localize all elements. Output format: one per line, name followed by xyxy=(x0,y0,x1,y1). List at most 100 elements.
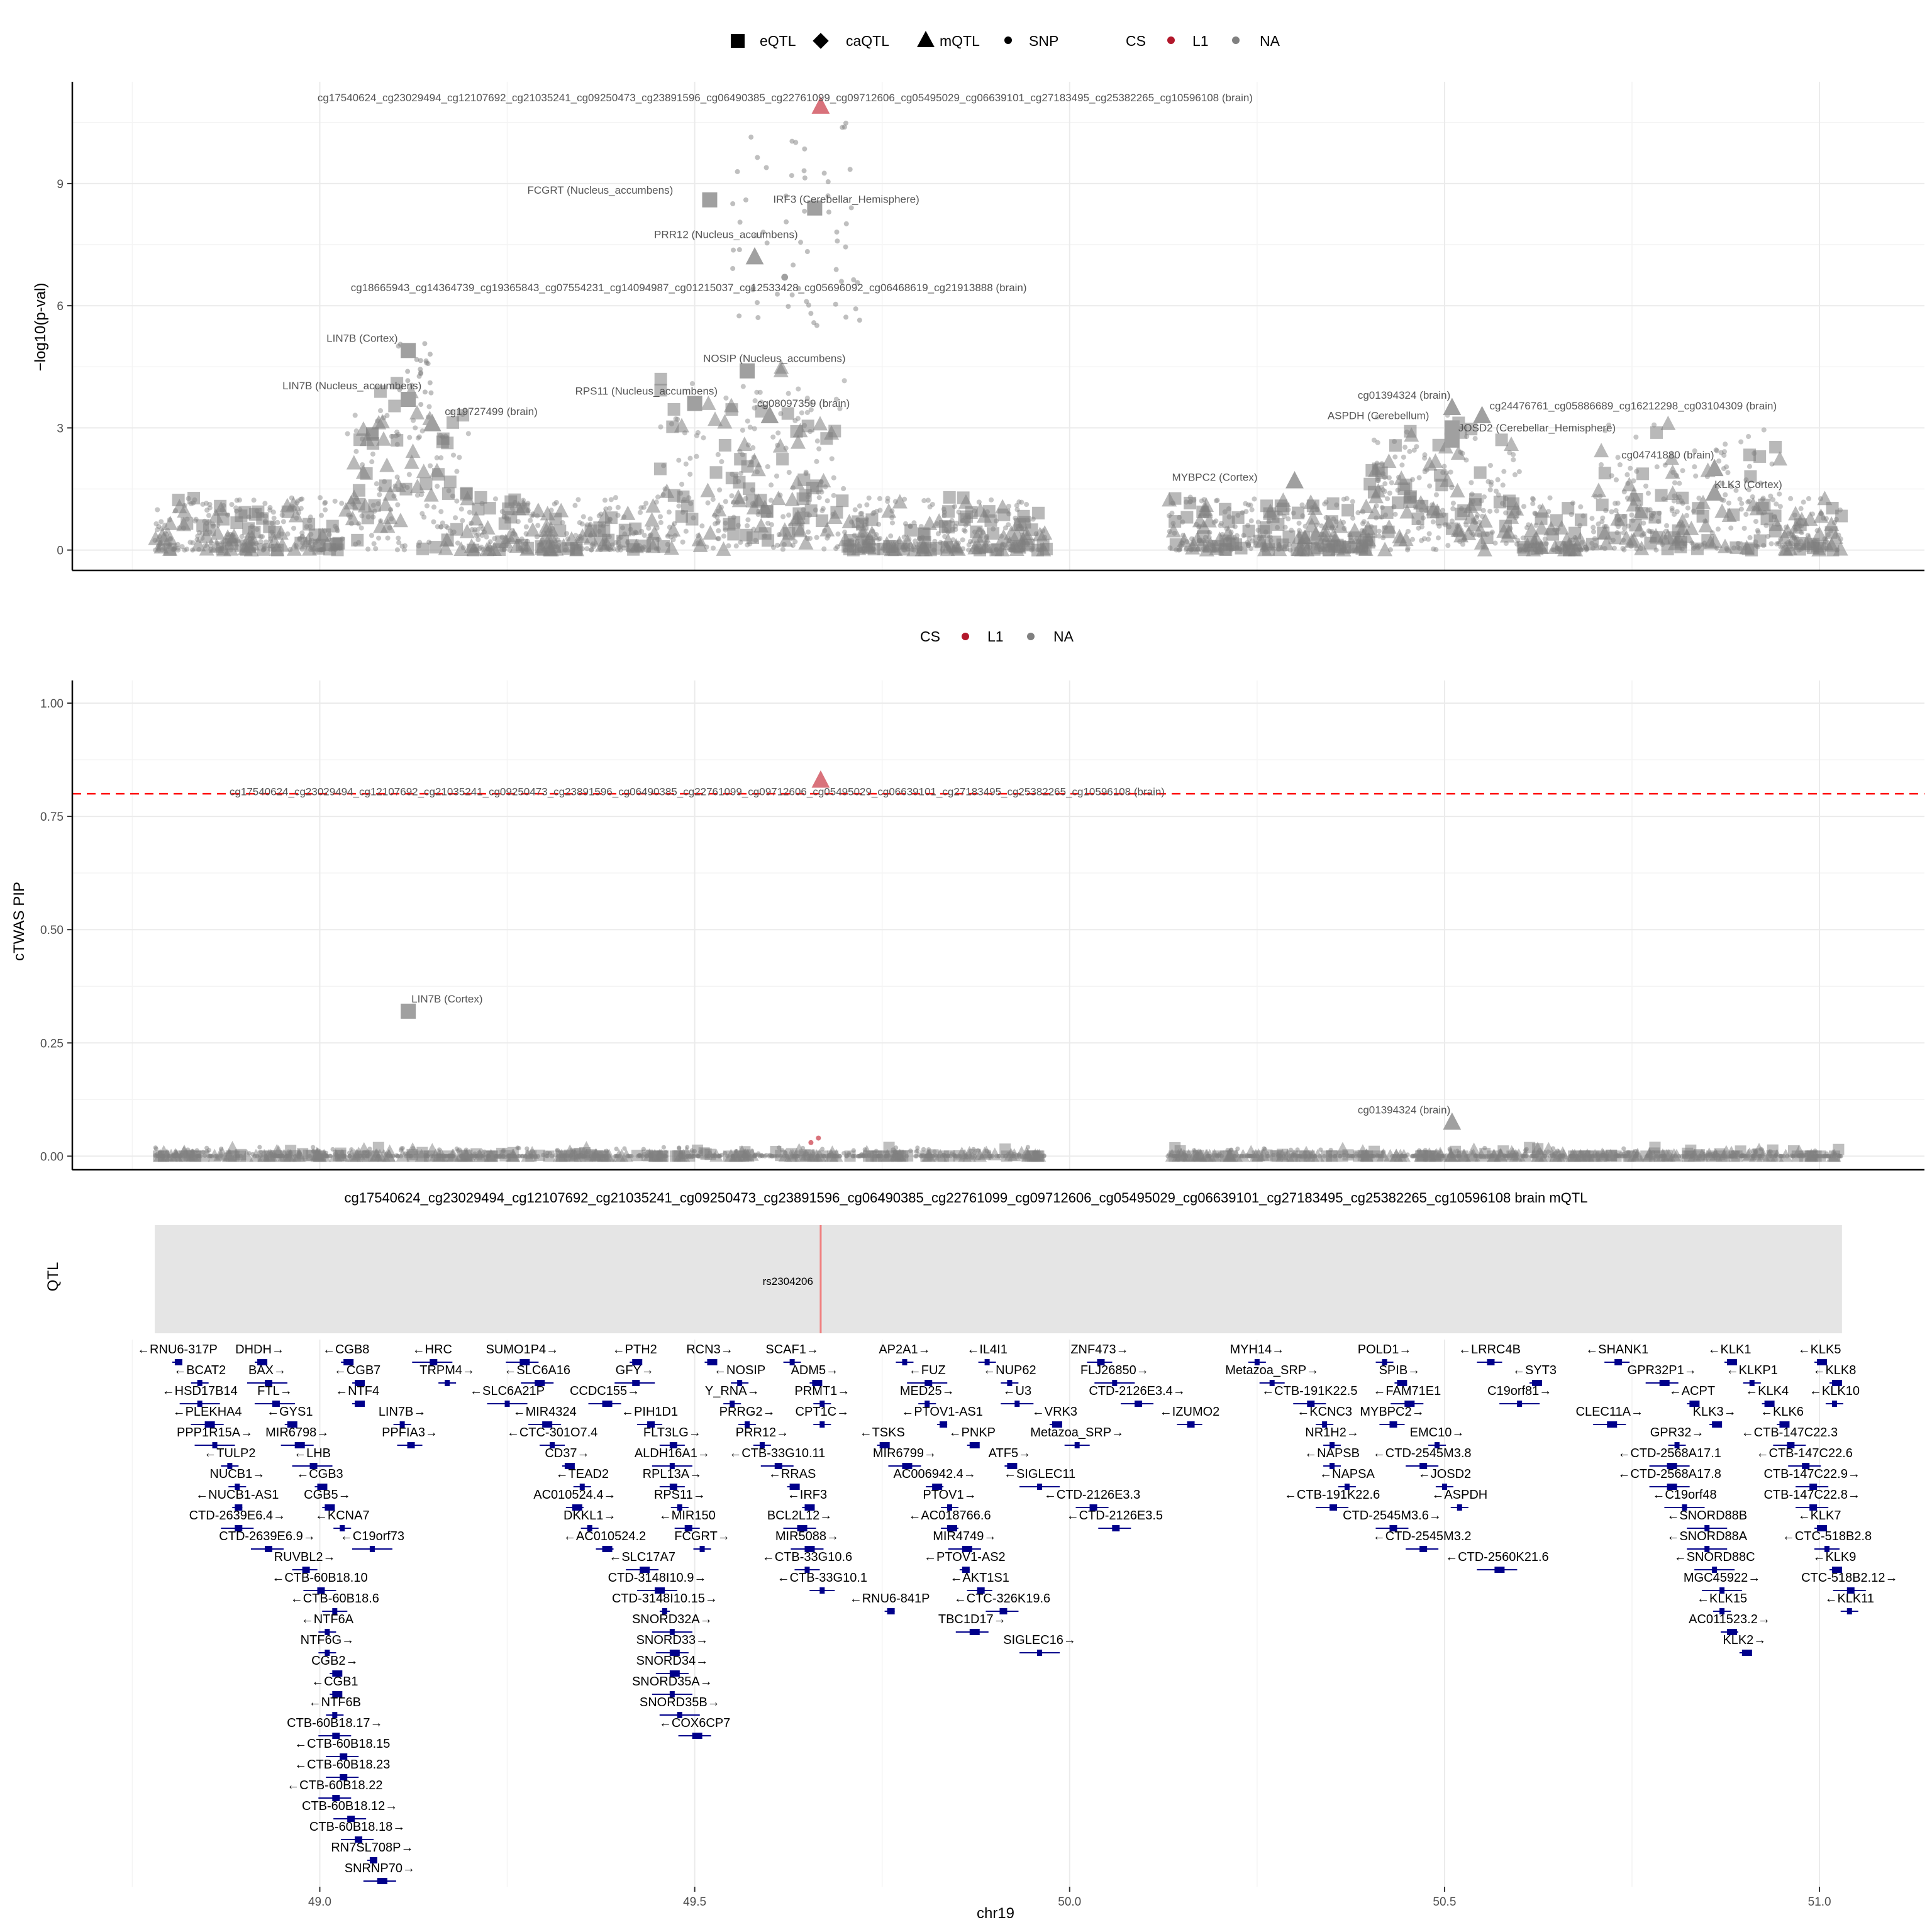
pval-point xyxy=(1422,456,1438,471)
gene-exon xyxy=(317,1587,325,1594)
pval-point xyxy=(314,527,330,542)
gene-exon xyxy=(887,1608,895,1614)
pval-point xyxy=(415,435,421,441)
pval-point xyxy=(715,520,721,526)
gene-exon xyxy=(1749,1380,1755,1386)
pval-point xyxy=(353,448,359,454)
pval-point xyxy=(813,416,828,431)
pip-point xyxy=(921,1146,926,1152)
gene-exon xyxy=(325,1629,330,1635)
pval-labeled-point xyxy=(1705,483,1724,501)
pip-point xyxy=(1457,1148,1472,1162)
pval-point xyxy=(740,452,745,458)
pval-point xyxy=(1811,526,1827,541)
gene-label: ←PTH2 xyxy=(613,1343,657,1357)
pval-point xyxy=(162,523,168,528)
pval-point xyxy=(784,491,800,506)
pval-point xyxy=(428,463,433,469)
pval-point xyxy=(480,519,496,535)
pval-point xyxy=(286,541,302,556)
pval-point xyxy=(409,404,425,419)
pval-point xyxy=(450,523,464,536)
pval-point xyxy=(1197,538,1202,543)
pval-point xyxy=(1696,509,1709,523)
pval-point xyxy=(1477,532,1482,538)
pval-point xyxy=(1448,469,1453,475)
pval-point xyxy=(987,527,1000,540)
gene-label: ←TSKS xyxy=(860,1426,905,1440)
pval-point xyxy=(492,536,497,541)
pval-point xyxy=(479,544,484,550)
pip-point xyxy=(1579,1153,1584,1158)
pip-point xyxy=(1826,1153,1831,1158)
pval-point xyxy=(202,518,208,524)
pval-point xyxy=(977,538,993,553)
pval-point xyxy=(1445,543,1451,548)
pval-point xyxy=(156,524,162,530)
pval-point xyxy=(1360,521,1366,526)
pval-point xyxy=(377,408,384,414)
pval-point xyxy=(1580,513,1586,519)
pval-point xyxy=(504,516,510,522)
pval-point xyxy=(1405,547,1411,553)
pval-point xyxy=(1603,508,1609,513)
pval-point xyxy=(1426,531,1432,536)
pval-point xyxy=(1745,499,1751,505)
pval-point xyxy=(877,536,883,541)
pval-point xyxy=(1664,450,1680,465)
pval-point xyxy=(1405,528,1411,534)
pip-point xyxy=(962,1146,977,1159)
pval-point xyxy=(1422,455,1428,461)
pval-labeled-point xyxy=(401,392,416,408)
pval-point xyxy=(1242,525,1255,538)
pval-point xyxy=(1485,479,1491,484)
gene-label: ←CTD-2568A17.8 xyxy=(1618,1467,1721,1481)
pval-point xyxy=(1794,535,1799,541)
pval-point xyxy=(1180,511,1194,524)
pval-point xyxy=(934,521,940,526)
gene-label: C19orf81→ xyxy=(1487,1384,1552,1398)
pval-point xyxy=(326,531,332,537)
gene-label: ←CTB-60B18.15 xyxy=(294,1737,390,1751)
pip-point xyxy=(1187,1148,1202,1162)
pval-point xyxy=(950,547,956,553)
pip-y-axis-title: cTWAS PIP xyxy=(11,882,28,961)
gene-exon xyxy=(1037,1484,1043,1490)
gene-exon xyxy=(542,1421,553,1428)
pval-point xyxy=(819,508,825,514)
pval-point xyxy=(352,484,365,497)
pip-point xyxy=(277,1148,291,1162)
pval-point xyxy=(687,471,693,477)
pval-point xyxy=(686,513,699,526)
pip-point xyxy=(1270,1150,1282,1162)
gene-exon xyxy=(1517,1401,1523,1407)
pval-point xyxy=(789,292,795,297)
legend-eqtl-label: eQTL xyxy=(760,33,796,49)
pip-point xyxy=(1601,1153,1606,1158)
pval-point xyxy=(1746,464,1752,469)
pval-point xyxy=(797,511,810,525)
pval-point xyxy=(1562,502,1575,515)
gene-label: ←KCNA7 xyxy=(315,1509,370,1523)
pval-panel-labeled-points: cg17540624_cg23029494_cg12107692_cg21035… xyxy=(282,92,1782,501)
pval-point xyxy=(1714,545,1720,551)
pval-point xyxy=(537,530,553,545)
pval-point xyxy=(666,420,679,433)
pval-point xyxy=(848,547,854,553)
pval-point xyxy=(1404,425,1417,438)
gene-exon xyxy=(369,1546,375,1552)
gene-exon xyxy=(1419,1463,1428,1469)
pip-point xyxy=(1758,1146,1763,1152)
gene-label: FLT3LG→ xyxy=(643,1426,701,1440)
gene-exon xyxy=(804,1504,815,1511)
pval-point xyxy=(1260,535,1275,550)
pval-point xyxy=(1419,538,1424,543)
gene-exon xyxy=(287,1421,297,1428)
pval-point xyxy=(455,540,460,546)
pval-point xyxy=(865,513,879,526)
pval-point xyxy=(1675,513,1690,528)
pval-point xyxy=(416,464,431,479)
pval-point xyxy=(843,244,848,250)
pval-point xyxy=(460,518,465,523)
pval-point xyxy=(1305,510,1321,525)
